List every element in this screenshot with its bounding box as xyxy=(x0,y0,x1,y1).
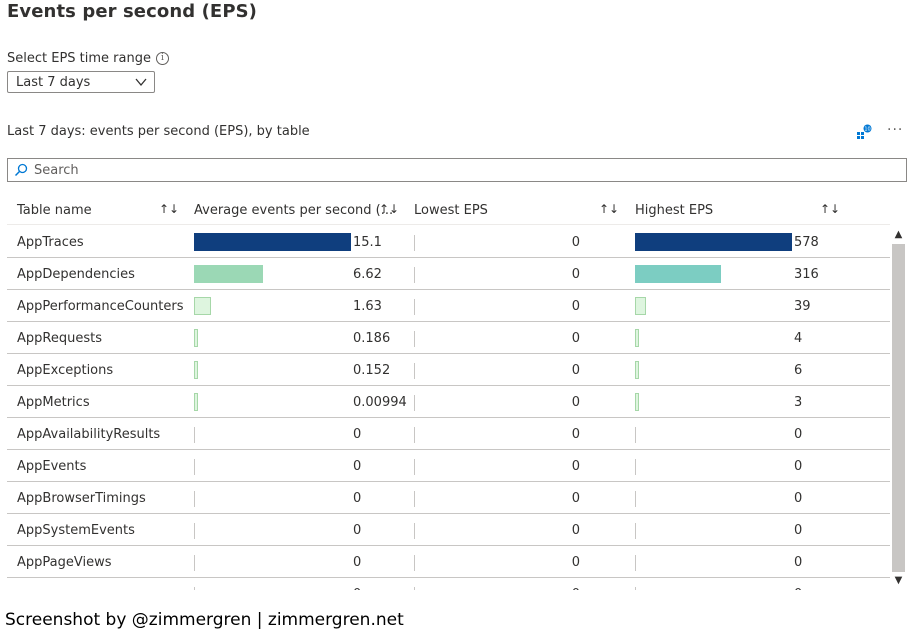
svg-text:10: 10 xyxy=(864,127,870,133)
info-icon[interactable]: i xyxy=(155,52,169,65)
table-scrollbar[interactable]: ▲ ▼ xyxy=(890,226,907,590)
table-row[interactable]: 0 0 0 xyxy=(7,578,890,590)
time-range-label: Select EPS time range i xyxy=(7,51,169,66)
column-header-highest-eps[interactable]: Highest EPS xyxy=(635,202,714,218)
average-eps-value: 0 xyxy=(353,587,361,590)
table-name-cell: AppEvents xyxy=(17,459,87,474)
table-row[interactable]: AppDependencies 6.62 0 316 xyxy=(7,258,890,290)
time-range-label-text: Select EPS time range xyxy=(7,51,151,66)
table-name-cell: AppExceptions xyxy=(17,363,114,378)
chevron-down-icon xyxy=(135,78,147,87)
table-name-cell: AppPerformanceCounters xyxy=(17,299,184,314)
table-row[interactable]: AppRequests 0.186 0 4 xyxy=(7,322,890,354)
average-eps-value: 15.1 xyxy=(353,235,382,250)
table-header: Table name ↑↓ Average events per second … xyxy=(7,196,890,225)
scroll-thumb[interactable] xyxy=(892,244,905,572)
highest-eps-value: 3 xyxy=(794,395,803,410)
sort-icon[interactable]: ↑↓ xyxy=(820,202,841,216)
highest-eps-value: 39 xyxy=(794,299,811,314)
highest-eps-value: 4 xyxy=(794,331,803,346)
lowest-eps-value: 0 xyxy=(571,235,580,250)
table-name-cell: AppMetrics xyxy=(17,395,90,410)
highest-eps-value: 0 xyxy=(794,427,803,442)
lowest-eps-value: 0 xyxy=(571,491,580,506)
lowest-eps-value: 0 xyxy=(571,331,580,346)
table-name-cell: AppSystemEvents xyxy=(17,523,135,538)
more-options-icon[interactable]: ··· xyxy=(887,122,904,138)
sort-icon[interactable]: ↑↓ xyxy=(599,202,620,216)
lowest-eps-value: 0 xyxy=(571,427,580,442)
page-title: Events per second (EPS) xyxy=(7,1,258,22)
table-name-cell: AppDependencies xyxy=(17,267,135,282)
average-eps-value: 0 xyxy=(353,491,362,506)
average-eps-value: 1.63 xyxy=(353,299,382,314)
table-name-cell: AppBrowserTimings xyxy=(17,491,146,506)
lowest-eps-value: 0 xyxy=(571,459,580,474)
sort-icon[interactable]: ↑↓ xyxy=(379,202,400,216)
lowest-eps-value: 0 xyxy=(571,555,580,570)
table-row[interactable]: AppExceptions 0.152 0 6 xyxy=(7,354,890,386)
average-eps-value: 0.00994 xyxy=(353,395,407,410)
lowest-eps-value: 0 xyxy=(571,299,580,314)
highest-eps-value: 6 xyxy=(794,363,803,378)
average-eps-value: 0 xyxy=(353,523,362,538)
highest-eps-value: 0 xyxy=(794,459,803,474)
search-input[interactable]: Search xyxy=(7,158,907,182)
table-name-cell: AppPageViews xyxy=(17,555,112,570)
highest-eps-value: 316 xyxy=(794,267,819,282)
table-row[interactable]: AppTraces 15.1 0 578 xyxy=(7,226,890,258)
scroll-down-arrow-icon[interactable]: ▼ xyxy=(894,575,903,586)
lowest-eps-value: 0 xyxy=(571,395,580,410)
insights-icon[interactable]: 10 xyxy=(856,124,872,140)
table-name-cell: AppRequests xyxy=(17,331,102,346)
column-header-table-name[interactable]: Table name xyxy=(17,202,92,218)
footer-credit: Screenshot by @zimmergren | zimmergren.n… xyxy=(5,610,404,630)
section-title: Last 7 days: events per second (EPS), by… xyxy=(7,124,310,139)
table-row[interactable]: AppEvents 0 0 0 xyxy=(7,450,890,482)
lowest-eps-value: 0 xyxy=(547,587,580,590)
table-row[interactable]: AppBrowserTimings 0 0 0 xyxy=(7,482,890,514)
search-icon xyxy=(14,163,28,177)
highest-eps-value: 0 xyxy=(794,523,803,538)
highest-eps-value: 0 xyxy=(794,587,802,590)
average-eps-value: 0.186 xyxy=(353,331,391,346)
column-header-average-eps[interactable]: Average events per second (... xyxy=(194,202,394,218)
average-eps-value: 0.152 xyxy=(353,363,391,378)
average-eps-value: 0 xyxy=(353,459,362,474)
time-range-value: Last 7 days xyxy=(16,74,91,90)
time-range-dropdown[interactable]: Last 7 days xyxy=(7,71,155,93)
table-name-cell: AppAvailabilityResults xyxy=(17,427,161,442)
sort-icon[interactable]: ↑↓ xyxy=(159,202,180,216)
table-row[interactable]: AppMetrics 0.00994 0 3 xyxy=(7,386,890,418)
scroll-up-arrow-icon[interactable]: ▲ xyxy=(894,229,903,240)
average-eps-value: 6.62 xyxy=(353,267,382,282)
search-placeholder: Search xyxy=(34,162,79,178)
table-row[interactable]: AppAvailabilityResults 0 0 0 xyxy=(7,418,890,450)
eps-table: AppTraces 15.1 0 578 AppDependencies 6.62 0 316… xyxy=(7,226,890,590)
average-eps-value: 0 xyxy=(353,555,362,570)
lowest-eps-value: 0 xyxy=(571,523,580,538)
highest-eps-value: 0 xyxy=(794,491,803,506)
table-row[interactable]: AppSystemEvents 0 0 0 xyxy=(7,514,890,546)
table-row[interactable]: AppPageViews 0 0 0 xyxy=(7,546,890,578)
highest-eps-value: 0 xyxy=(794,555,803,570)
average-eps-value: 0 xyxy=(353,427,362,442)
lowest-eps-value: 0 xyxy=(571,267,580,282)
highest-eps-value: 578 xyxy=(794,235,819,250)
lowest-eps-value: 0 xyxy=(571,363,580,378)
table-row[interactable]: AppPerformanceCounters 1.63 0 39 xyxy=(7,290,890,322)
table-name-cell: AppTraces xyxy=(17,235,84,250)
column-header-lowest-eps[interactable]: Lowest EPS xyxy=(414,202,488,218)
